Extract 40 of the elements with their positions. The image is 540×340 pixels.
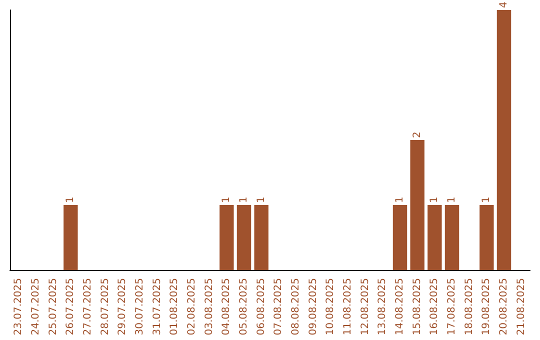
x-tick-label: 13.08.2025	[377, 278, 388, 336]
x-tick-label: 07.08.2025	[273, 278, 284, 336]
x-tick-label: 10.08.2025	[325, 278, 336, 336]
data-label: 1	[256, 196, 267, 203]
x-tick-label: 29.07.2025	[117, 278, 128, 336]
data-label: 1	[65, 196, 76, 203]
data-label: 1	[429, 196, 440, 203]
x-tick-label: 16.08.2025	[429, 278, 440, 336]
x-tick-label: 03.08.2025	[204, 278, 215, 336]
x-tick-label: 18.08.2025	[464, 278, 475, 336]
x-tick-label: 25.07.2025	[48, 278, 59, 336]
x-tick-label: 14.08.2025	[394, 278, 406, 336]
x-tick-label: 06.08.2025	[256, 278, 267, 336]
x-tick-label: 27.07.2025	[82, 278, 94, 336]
data-label: 1	[446, 196, 458, 203]
x-tick-label: 19.08.2025	[481, 278, 492, 336]
x-tick-label: 26.07.2025	[65, 278, 76, 336]
x-tick-label: 02.08.2025	[186, 278, 198, 336]
data-label: 4	[498, 2, 510, 8]
x-tick-label: 15.08.2025	[412, 278, 423, 336]
x-tick-label: 11.08.2025	[342, 278, 354, 336]
x-tick-label: 20.08.2025	[498, 278, 510, 336]
x-tick-label: 23.07.2025	[13, 278, 24, 336]
x-tick-label: 12.08.2025	[360, 278, 371, 336]
data-label: 1	[394, 196, 406, 203]
x-tick-label: 17.08.2025	[446, 278, 458, 336]
x-tick-label: 30.07.2025	[134, 278, 146, 336]
x-tick-label: 08.08.2025	[290, 278, 302, 336]
x-tick-label: 31.07.2025	[152, 278, 163, 336]
x-tick-label: 04.08.2025	[221, 278, 232, 336]
data-label: 1	[238, 196, 250, 203]
x-tick-label: 24.07.2025	[30, 278, 42, 336]
x-tick-label: 09.08.2025	[308, 278, 319, 336]
x-tick-label: 28.07.2025	[100, 278, 111, 336]
x-tick-label: 01.08.2025	[169, 278, 180, 336]
x-tick-label: 21.08.2025	[516, 278, 527, 336]
data-label: 2	[412, 132, 423, 138]
x-tick-label: 05.08.2025	[238, 278, 250, 336]
data-label: 1	[481, 196, 492, 203]
data-label: 1	[221, 196, 232, 203]
